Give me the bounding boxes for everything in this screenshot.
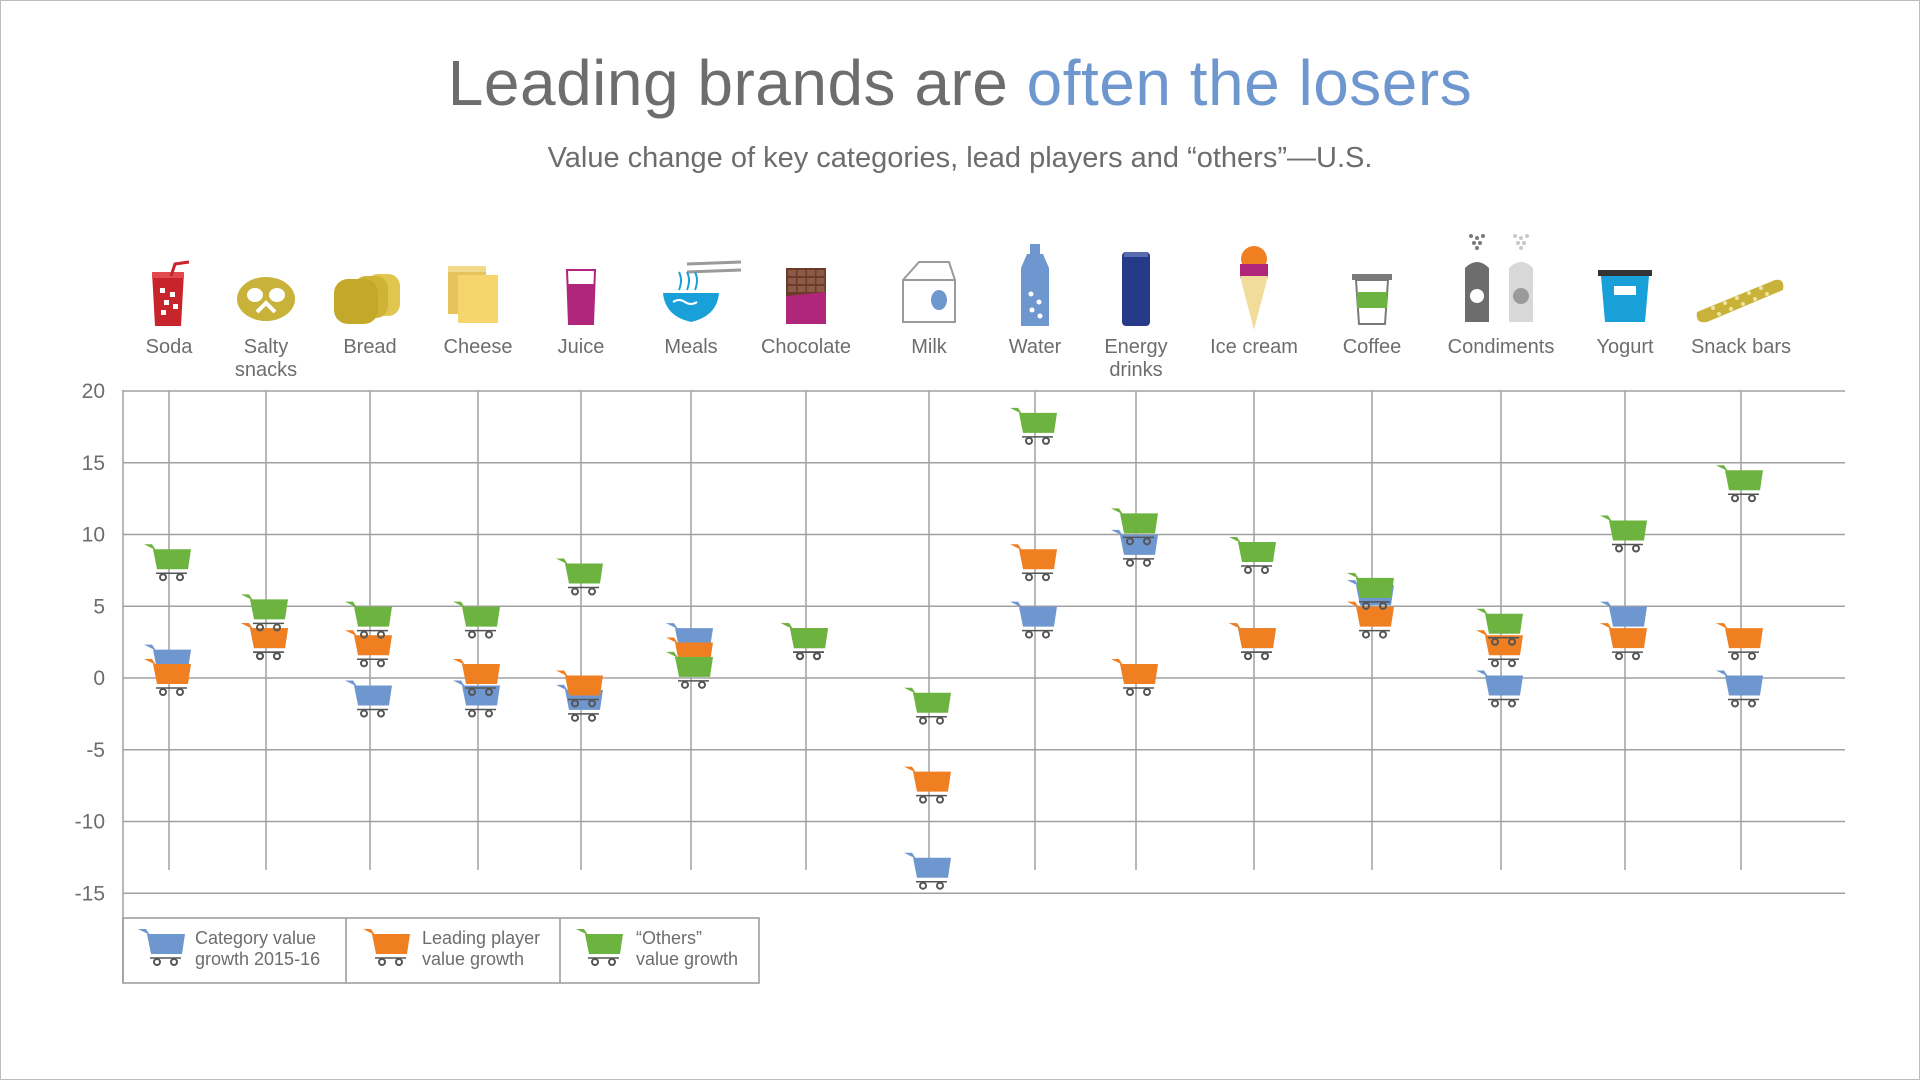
- data-marks: [144, 407, 1763, 890]
- legend-others-label: “Others”: [636, 928, 702, 948]
- category-label: Milk: [911, 336, 948, 358]
- leader-mark: [1010, 544, 1057, 582]
- others-mark: [453, 601, 500, 639]
- leader-mark: [1716, 623, 1763, 661]
- category-label: Ice cream: [1210, 336, 1298, 358]
- title-part-2-highlight: often the losers: [1026, 47, 1473, 119]
- others-mark: [904, 687, 951, 725]
- water-bottle-icon: [1021, 244, 1049, 326]
- category-label: Meals: [664, 336, 717, 358]
- legend-leader-label: Leading player: [422, 928, 540, 948]
- y-tick-label: -5: [86, 739, 105, 762]
- category-label: Energy: [1104, 336, 1167, 358]
- y-tick-label: 15: [82, 452, 105, 475]
- category-label: Yogurt: [1596, 336, 1654, 358]
- legend-category-cart-icon: [138, 929, 185, 966]
- category-label: Coffee: [1343, 336, 1402, 358]
- category-label: Bread: [343, 336, 396, 358]
- ice-cream-cone-icon: [1240, 246, 1268, 330]
- legend-others-cart-icon: [576, 929, 623, 966]
- y-tick-label: -15: [75, 882, 105, 905]
- soda-cup-icon: [152, 260, 190, 326]
- y-tick-label: -10: [75, 811, 105, 834]
- leader-mark: [1229, 623, 1276, 661]
- others-mark: [556, 558, 603, 596]
- legend-box: [122, 917, 760, 984]
- category-label: snacks: [235, 359, 297, 381]
- legend-category-label: growth 2015-16: [195, 949, 320, 969]
- category-label: Juice: [558, 336, 605, 358]
- category-label: Snack bars: [1691, 336, 1791, 358]
- cheese-icon: [448, 266, 498, 323]
- category-icons: [152, 234, 1784, 330]
- y-tick-label: 5: [93, 595, 105, 618]
- leader-mark: [241, 623, 288, 661]
- y-axis-ticks: 20 15 10 5 0 -5 -10 -15: [75, 380, 105, 905]
- others-mark: [1229, 537, 1276, 575]
- others-mark: [1347, 572, 1394, 610]
- y-tick-label: 20: [82, 380, 105, 403]
- category-label: Soda: [146, 336, 194, 358]
- others-mark: [666, 651, 713, 689]
- leader-mark: [453, 659, 500, 696]
- category-label: Chocolate: [761, 336, 851, 358]
- others-mark: [781, 623, 828, 661]
- y-tick-label: 10: [82, 524, 105, 547]
- others-mark: [1111, 508, 1158, 546]
- coffee-cup-icon: [1352, 274, 1392, 325]
- category-label: drinks: [1109, 359, 1162, 381]
- pretzel-icon: [237, 277, 295, 321]
- leader-mark: [1600, 623, 1647, 661]
- category-mark: [1716, 670, 1763, 708]
- salt-pepper-icon: [1465, 234, 1533, 322]
- energy-can-icon: [1122, 252, 1150, 326]
- category-label: Cheese: [444, 336, 513, 358]
- leader-mark: [144, 659, 191, 696]
- chart-subtitle: Value change of key categories, lead pla…: [547, 142, 1373, 174]
- y-tick-label: 0: [93, 667, 105, 690]
- category-mark: [1010, 601, 1057, 639]
- category-mark: [1111, 529, 1158, 567]
- leader-mark: [1111, 659, 1158, 696]
- others-mark: [345, 601, 392, 639]
- leader-mark: [1476, 630, 1523, 668]
- category-mark: [1476, 670, 1523, 708]
- legend-others-label: value growth: [636, 949, 738, 969]
- others-mark: [241, 594, 288, 632]
- legend-leader-label: value growth: [422, 949, 524, 969]
- leader-mark: [904, 766, 951, 804]
- chocolate-bar-icon: [786, 268, 826, 324]
- others-mark: [1716, 465, 1763, 503]
- snack-bar-icon: [1696, 279, 1784, 323]
- category-mark: [345, 680, 392, 718]
- noodle-bowl-icon: [663, 260, 742, 322]
- leader-mark: [345, 630, 392, 668]
- category-mark: [904, 852, 951, 890]
- juice-glass-icon: [565, 269, 597, 325]
- leader-mark: [556, 670, 603, 708]
- others-mark: [1476, 608, 1523, 646]
- yogurt-cup-icon: [1598, 270, 1652, 322]
- bread-icon: [334, 274, 400, 324]
- others-mark: [144, 544, 191, 582]
- chart-title: Leading brands are often the losers: [0, 46, 1920, 120]
- leader-mark: [1347, 601, 1394, 639]
- grid: [122, 390, 1845, 983]
- category-label: Water: [1009, 336, 1062, 358]
- category-label: Salty: [244, 336, 288, 358]
- others-mark: [1010, 407, 1057, 445]
- legend-leader-cart-icon: [363, 929, 410, 966]
- category-mark: [453, 680, 500, 718]
- milk-carton-icon: [902, 261, 956, 323]
- others-mark: [1600, 515, 1647, 553]
- title-part-1: Leading brands are: [447, 47, 1027, 119]
- legend-category-label: Category value: [195, 928, 316, 948]
- category-label: Condiments: [1448, 336, 1555, 358]
